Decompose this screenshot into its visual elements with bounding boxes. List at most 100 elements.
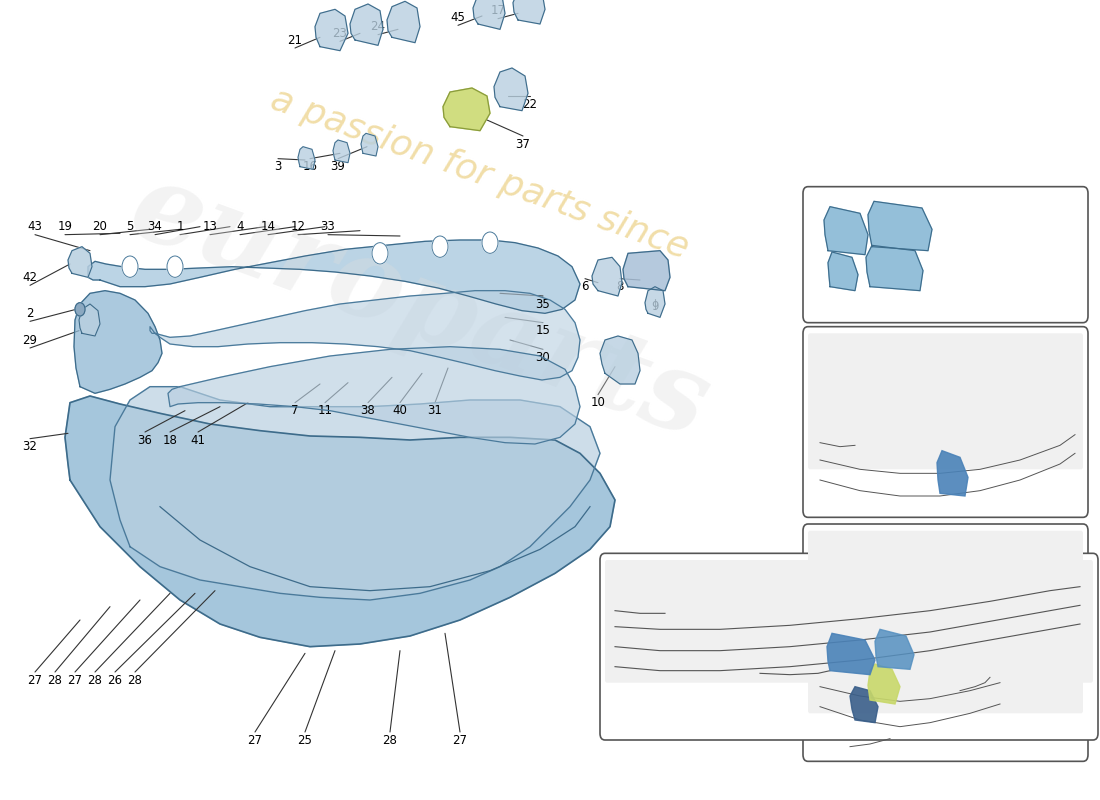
Text: 39: 39 [331, 160, 345, 173]
Text: 18: 18 [163, 434, 177, 446]
Circle shape [482, 232, 498, 254]
Text: 31: 31 [428, 404, 442, 417]
Text: 11: 11 [318, 404, 332, 417]
Text: 55: 55 [617, 610, 634, 622]
Text: 40: 40 [393, 404, 407, 417]
Text: 36: 36 [138, 434, 153, 446]
Text: 32: 32 [23, 440, 37, 453]
Text: 46: 46 [1002, 700, 1019, 713]
Text: 47: 47 [870, 747, 887, 760]
Text: 53: 53 [1067, 647, 1084, 660]
Text: 12: 12 [290, 220, 306, 233]
Text: 42: 42 [22, 271, 37, 284]
Text: europarts: europarts [117, 153, 724, 461]
Polygon shape [74, 290, 162, 394]
Text: 19: 19 [57, 220, 73, 233]
Text: 4: 4 [236, 220, 244, 233]
Text: 51: 51 [822, 458, 838, 470]
Text: 34: 34 [147, 220, 163, 233]
FancyBboxPatch shape [803, 524, 1088, 762]
Polygon shape [937, 450, 968, 496]
Text: 28: 28 [47, 674, 63, 686]
Text: 26: 26 [108, 674, 122, 686]
Polygon shape [168, 346, 580, 444]
Polygon shape [333, 140, 350, 162]
Text: 27: 27 [67, 674, 82, 686]
Polygon shape [824, 206, 868, 254]
Polygon shape [828, 252, 858, 290]
Text: Vale per GD: Vale per GD [905, 546, 984, 558]
Text: 27: 27 [248, 734, 263, 746]
Text: 28: 28 [88, 674, 102, 686]
Text: 14: 14 [261, 220, 275, 233]
Text: 24: 24 [371, 20, 385, 33]
Circle shape [122, 256, 138, 278]
Text: 25: 25 [298, 734, 312, 746]
Text: 33: 33 [320, 220, 336, 233]
Text: 38: 38 [361, 404, 375, 417]
Text: 30: 30 [536, 351, 550, 364]
Polygon shape [600, 336, 640, 384]
Text: 28: 28 [383, 734, 397, 746]
Text: Valid for USA, CDN, USA Light: Valid for USA, CDN, USA Light [851, 334, 1038, 344]
Polygon shape [827, 634, 875, 674]
Text: 27: 27 [452, 734, 468, 746]
Text: 17: 17 [491, 4, 506, 17]
Text: 2: 2 [981, 700, 989, 713]
Polygon shape [79, 304, 100, 336]
FancyBboxPatch shape [803, 186, 1088, 322]
Polygon shape [868, 202, 932, 250]
Text: 37: 37 [516, 138, 530, 150]
Polygon shape [868, 664, 900, 704]
Text: 21: 21 [287, 34, 303, 46]
Text: 50: 50 [1052, 491, 1068, 504]
Polygon shape [350, 4, 383, 46]
FancyBboxPatch shape [803, 326, 1088, 518]
Text: 6: 6 [581, 280, 589, 293]
Polygon shape [850, 686, 878, 722]
Text: Valid for GD: Valid for GD [905, 531, 984, 544]
Text: 48: 48 [849, 747, 867, 760]
Text: 7: 7 [292, 404, 299, 417]
Text: 1: 1 [176, 220, 184, 233]
Circle shape [167, 256, 183, 278]
Text: 8: 8 [616, 280, 624, 293]
Polygon shape [592, 258, 622, 296]
Text: Valid for USA, CDN, USA Light: Valid for USA, CDN, USA Light [716, 558, 903, 568]
Polygon shape [874, 630, 914, 670]
Text: 56: 56 [617, 592, 634, 605]
Text: 22: 22 [522, 98, 538, 110]
Polygon shape [866, 246, 923, 290]
Text: 10: 10 [591, 396, 605, 409]
Text: 35: 35 [536, 298, 550, 310]
Text: 13: 13 [202, 220, 218, 233]
Polygon shape [88, 240, 580, 314]
Polygon shape [361, 134, 378, 156]
FancyBboxPatch shape [808, 334, 1084, 470]
Text: 23: 23 [332, 27, 348, 40]
Text: 52: 52 [1067, 664, 1084, 677]
Text: 49: 49 [1052, 475, 1068, 488]
Text: 5: 5 [126, 220, 134, 233]
Text: 44: 44 [936, 200, 954, 213]
Polygon shape [387, 2, 420, 42]
Text: 16: 16 [302, 160, 318, 173]
Circle shape [432, 236, 448, 258]
Polygon shape [473, 0, 505, 30]
Polygon shape [443, 88, 490, 130]
Polygon shape [150, 290, 580, 380]
Text: 15: 15 [536, 324, 550, 337]
Text: 29: 29 [22, 334, 37, 346]
Text: 45: 45 [451, 11, 465, 24]
Polygon shape [298, 146, 315, 170]
FancyBboxPatch shape [600, 554, 1098, 740]
Text: a passion for parts since: a passion for parts since [266, 82, 694, 265]
Polygon shape [494, 68, 528, 110]
Text: 20: 20 [92, 220, 108, 233]
Polygon shape [315, 10, 348, 50]
Text: 43: 43 [28, 220, 43, 233]
Polygon shape [65, 396, 615, 646]
Polygon shape [110, 386, 600, 600]
Text: 28: 28 [128, 674, 142, 686]
Text: Vale per USA, CDN, USA Light: Vale per USA, CDN, USA Light [852, 347, 1037, 357]
